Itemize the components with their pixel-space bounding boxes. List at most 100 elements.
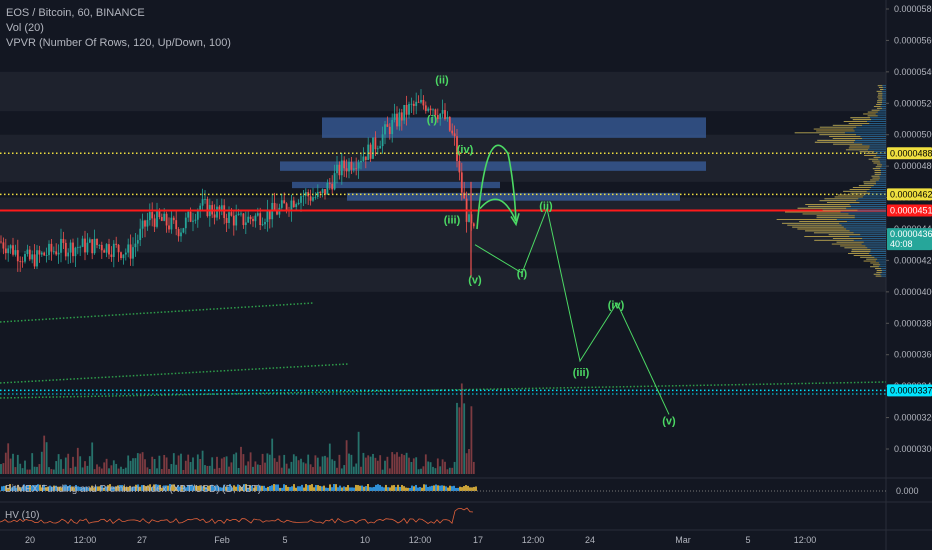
funding-pane-label[interactable]: BitMEX Funding and Premium Index (XBT/US…: [5, 484, 262, 495]
volume-bar: [434, 468, 437, 474]
funding-bar: [435, 484, 437, 491]
symbol-label[interactable]: EOS / Bitcoin, 60, BINANCE: [6, 7, 145, 19]
volume-bar: [151, 456, 154, 474]
candle-body: [434, 109, 437, 116]
candle-body: [254, 215, 257, 222]
volume-bar: [228, 466, 230, 474]
volume-bar: [194, 469, 197, 474]
wave-label-7: (iv): [608, 299, 625, 311]
candle-body: [319, 191, 322, 193]
funding-bar: [343, 486, 345, 491]
candle-body: [369, 144, 372, 159]
volume-bar: [4, 452, 7, 474]
candle-body: [108, 244, 110, 255]
price-band-3: [0, 268, 886, 292]
volume-bar: [127, 455, 130, 474]
volume-bar: [259, 464, 262, 474]
funding-bar: [259, 485, 261, 491]
x-tick-label: 20: [25, 535, 35, 545]
candle-body: [391, 119, 394, 135]
funding-bar: [121, 485, 123, 491]
funding-bar: [341, 487, 343, 491]
candle-body: [124, 252, 127, 255]
funding-bar: [209, 485, 211, 491]
candle-body: [201, 199, 204, 206]
candle-body: [422, 99, 425, 106]
candle-body: [194, 219, 197, 221]
candle-body: [38, 250, 41, 255]
funding-bar: [335, 484, 337, 491]
funding-bar: [397, 484, 399, 491]
volume-bar: [182, 469, 185, 474]
volume-bar: [55, 461, 58, 474]
funding-bar: [127, 486, 129, 491]
funding-bar: [35, 485, 37, 491]
volume-bar: [345, 440, 348, 474]
candle-body: [463, 192, 466, 199]
candle-body: [26, 249, 29, 255]
y-tick-label: 0.00005200: [894, 98, 932, 108]
y-tick-label: 0.00004000: [894, 287, 932, 297]
volume-bar: [328, 443, 331, 474]
funding-bar: [163, 485, 165, 491]
volume-bar: [96, 464, 98, 474]
volume-bar: [268, 454, 271, 474]
funding-bar: [23, 484, 25, 491]
volume-bar: [40, 451, 43, 474]
funding-bar: [399, 486, 401, 491]
y-tick-label: 0.00003600: [894, 350, 932, 360]
volume-bar: [266, 453, 269, 474]
funding-bar: [179, 486, 181, 491]
candle-body: [93, 238, 96, 254]
vpvr-indicator-label[interactable]: VPVR (Number Of Rows, 120, Up/Down, 100): [6, 37, 231, 49]
candle-body: [129, 244, 132, 259]
funding-bar: [11, 487, 13, 491]
volume-bar: [408, 457, 410, 474]
volume-bar: [324, 455, 326, 474]
funding-bar: [293, 484, 295, 491]
funding-bar: [97, 486, 99, 491]
volume-bar: [235, 452, 238, 474]
funding-bar: [423, 484, 425, 491]
funding-bar: [255, 486, 257, 491]
volume-bar: [348, 453, 350, 474]
volume-bar: [403, 455, 406, 474]
volume-bar: [64, 457, 67, 474]
wave-label-5: (ii): [539, 200, 553, 212]
candle-body: [182, 228, 185, 233]
candle-body: [28, 249, 31, 260]
volume-bar: [103, 462, 106, 474]
volume-bar: [410, 461, 413, 474]
funding-bar: [55, 485, 57, 491]
funding-bar: [205, 486, 207, 491]
candle-body: [388, 126, 391, 135]
candle-body: [276, 210, 278, 215]
funding-bar: [391, 485, 393, 491]
funding-bar: [429, 486, 431, 491]
funding-bar: [27, 485, 29, 491]
funding-bar: [25, 486, 27, 491]
funding-bar: [277, 484, 279, 491]
funding-bar: [145, 486, 147, 491]
y-tick-label: 0.00004800: [894, 161, 932, 171]
volume-bar: [91, 442, 94, 474]
wave-label-1: (i): [427, 114, 438, 126]
volume-bar: [333, 460, 336, 474]
candle-body: [81, 238, 84, 247]
volume-bar: [156, 468, 158, 474]
candle-body: [43, 252, 46, 256]
hv-pane-label[interactable]: HV (10): [5, 510, 40, 521]
volume-bar: [295, 456, 298, 474]
funding-bar: [77, 486, 79, 491]
x-tick-label: 12:00: [794, 535, 817, 545]
volume-bar: [189, 462, 192, 474]
candle-body: [408, 104, 410, 115]
vol-indicator-label[interactable]: Vol (20): [6, 22, 44, 34]
candle-body: [52, 251, 55, 253]
funding-bar: [361, 485, 363, 491]
x-tick-label: Mar: [675, 535, 691, 545]
funding-bar: [473, 486, 475, 491]
funding-bar: [233, 485, 235, 491]
